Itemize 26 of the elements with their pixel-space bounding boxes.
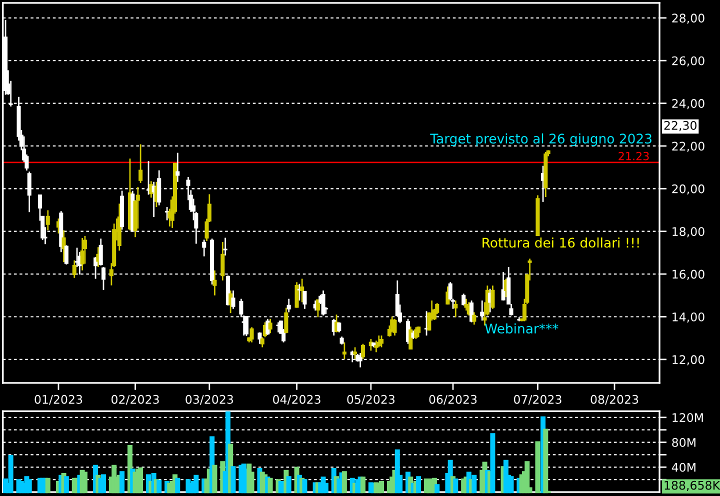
y-tick-label: 16,00 (672, 270, 704, 280)
ref-line-label: 21.23 (618, 152, 649, 160)
x-tick-label: 04/2023 (273, 394, 320, 405)
x-tick-label: 06/2023 (429, 394, 477, 405)
annotation: Webinar*** (485, 323, 558, 334)
text: 188,658K (664, 480, 720, 491)
y-tick-label: 40M (672, 462, 696, 472)
y-tick-label: 28,00 (672, 14, 704, 24)
y-tick-label: 120M (672, 413, 703, 422)
x-tick-label: 02/2023 (112, 394, 159, 405)
y-tick-label: 24,00 (672, 99, 704, 110)
x-tick-label: 01/2023 (34, 394, 82, 405)
annotation: Target previsto al 26 giugno 2023 (430, 133, 652, 146)
y-tick-label: 20,00 (672, 184, 704, 195)
y-tick-label: 22,00 (672, 142, 704, 152)
y-tick-label: 12,00 (672, 355, 704, 366)
text: 22,30 (664, 120, 696, 132)
x-tick-label: 07/2023 (514, 394, 562, 405)
x-tick-label: 03/2023 (186, 394, 233, 405)
y-tick-label: 18,00 (672, 227, 704, 238)
y-tick-label: 80M (672, 438, 696, 447)
annotation: Rottura dei 16 dollari !!! (482, 237, 639, 248)
y-tick-label: 26,00 (672, 56, 704, 66)
x-tick-label: 05/2023 (347, 394, 394, 405)
x-tick-label: 08/2023 (590, 394, 638, 405)
y-tick-label: 14,00 (672, 312, 704, 323)
